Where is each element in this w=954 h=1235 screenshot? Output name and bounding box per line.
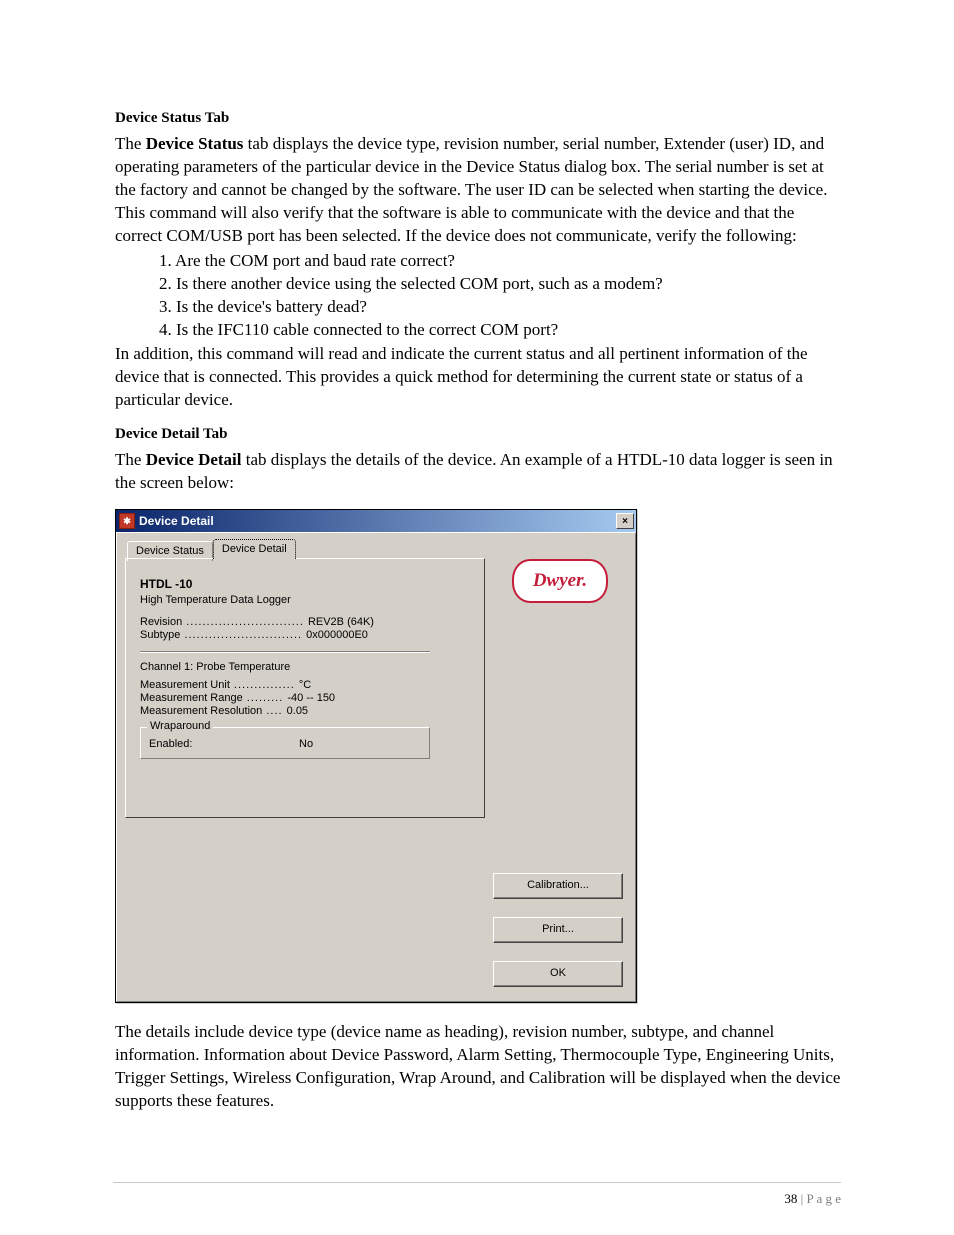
kv-wrap-enabled: Enabled: No: [149, 738, 421, 750]
dialog-right-column: Dwyer. Calibration... Print... OK: [493, 539, 627, 991]
paragraph: The Device Detail tab displays the detai…: [115, 449, 841, 495]
fieldset-legend: Wraparound: [147, 720, 213, 732]
app-icon-glyph: ✱: [123, 516, 131, 527]
calibration-button[interactable]: Calibration...: [493, 873, 623, 899]
text-bold: Device Detail: [146, 450, 242, 469]
kv-value: °C: [299, 679, 311, 691]
document-page: Device Status Tab The Device Status tab …: [0, 0, 954, 1235]
app-icon: ✱: [119, 513, 135, 529]
dots: ....: [262, 705, 286, 717]
text: The: [115, 134, 146, 153]
close-button[interactable]: ×: [616, 513, 634, 529]
kv-subtype: Subtype ............................. 0x…: [140, 629, 470, 641]
numbered-list: 1. Are the COM port and baud rate correc…: [159, 250, 841, 342]
print-button[interactable]: Print...: [493, 917, 623, 943]
kv-label: Subtype: [140, 629, 180, 641]
kv-value: No: [299, 738, 313, 750]
button-label: Calibration...: [527, 879, 589, 891]
kv-value: 0x000000E0: [306, 629, 368, 641]
tab-strip: Device Status Device Detail: [127, 539, 485, 559]
kv-label: Measurement Range: [140, 692, 243, 704]
wraparound-fieldset: Wraparound Enabled: No: [140, 727, 430, 759]
text-bold: Device Status: [146, 134, 244, 153]
kv-label: Measurement Unit: [140, 679, 230, 691]
list-item: 2. Is there another device using the sel…: [159, 273, 841, 296]
ok-button[interactable]: OK: [493, 961, 623, 987]
list-item: 4. Is the IFC110 cable connected to the …: [159, 319, 841, 342]
page-label: | P a g e: [797, 1191, 841, 1206]
kv-label: Enabled:: [149, 738, 299, 750]
kv-measurement-resolution: Measurement Resolution .... 0.05: [140, 705, 470, 717]
button-label: OK: [550, 967, 566, 979]
device-model: HTDL -10: [140, 577, 470, 591]
kv-revision: Revision ............................. R…: [140, 616, 470, 628]
dots: .............................: [180, 629, 306, 641]
list-item: 3. Is the device's battery dead?: [159, 296, 841, 319]
dialog-button-column: Calibration... Print... OK: [493, 873, 627, 991]
kv-measurement-range: Measurement Range ......... -40 -- 150: [140, 692, 470, 704]
section-heading: Device Status Tab: [115, 110, 841, 127]
kv-value: -40 -- 150: [287, 692, 335, 704]
dialog-titlebar[interactable]: ✱ Device Detail ×: [116, 510, 636, 532]
list-item: 1. Are the COM port and baud rate correc…: [159, 250, 841, 273]
kv-value: 0.05: [287, 705, 308, 717]
close-icon: ×: [622, 516, 628, 527]
dots: ...............: [230, 679, 299, 691]
logo-text: Dwyer.: [533, 570, 587, 592]
text: The: [115, 450, 146, 469]
kv-measurement-unit: Measurement Unit ............... °C: [140, 679, 470, 691]
tab-panel-device-detail: HTDL -10 High Temperature Data Logger Re…: [125, 558, 485, 818]
divider: [140, 651, 430, 653]
dialog-title: Device Detail: [139, 514, 616, 528]
paragraph: In addition, this command will read and …: [115, 343, 841, 412]
kv-label: Revision: [140, 616, 182, 628]
dialog-left-column: Device Status Device Detail HTDL -10 Hig…: [125, 539, 485, 991]
dots: .........: [243, 692, 288, 704]
dialog-body: Device Status Device Detail HTDL -10 Hig…: [116, 532, 636, 1002]
section-heading: Device Detail Tab: [115, 426, 841, 443]
dwyer-logo: Dwyer.: [512, 559, 608, 603]
page-footer: 38 | P a g e: [784, 1191, 841, 1207]
channel-heading: Channel 1: Probe Temperature: [140, 661, 470, 673]
paragraph: The details include device type (device …: [115, 1021, 841, 1113]
device-description: High Temperature Data Logger: [140, 594, 470, 606]
footer-rule: [113, 1182, 841, 1183]
tab-device-detail[interactable]: Device Detail: [213, 539, 296, 559]
kv-label: Measurement Resolution: [140, 705, 262, 717]
dots: .............................: [182, 616, 308, 628]
button-label: Print...: [542, 923, 574, 935]
kv-value: REV2B (64K): [308, 616, 374, 628]
paragraph: The Device Status tab displays the devic…: [115, 133, 841, 248]
page-number: 38: [784, 1191, 797, 1206]
device-detail-dialog: ✱ Device Detail × Device Status Device D…: [115, 509, 637, 1003]
